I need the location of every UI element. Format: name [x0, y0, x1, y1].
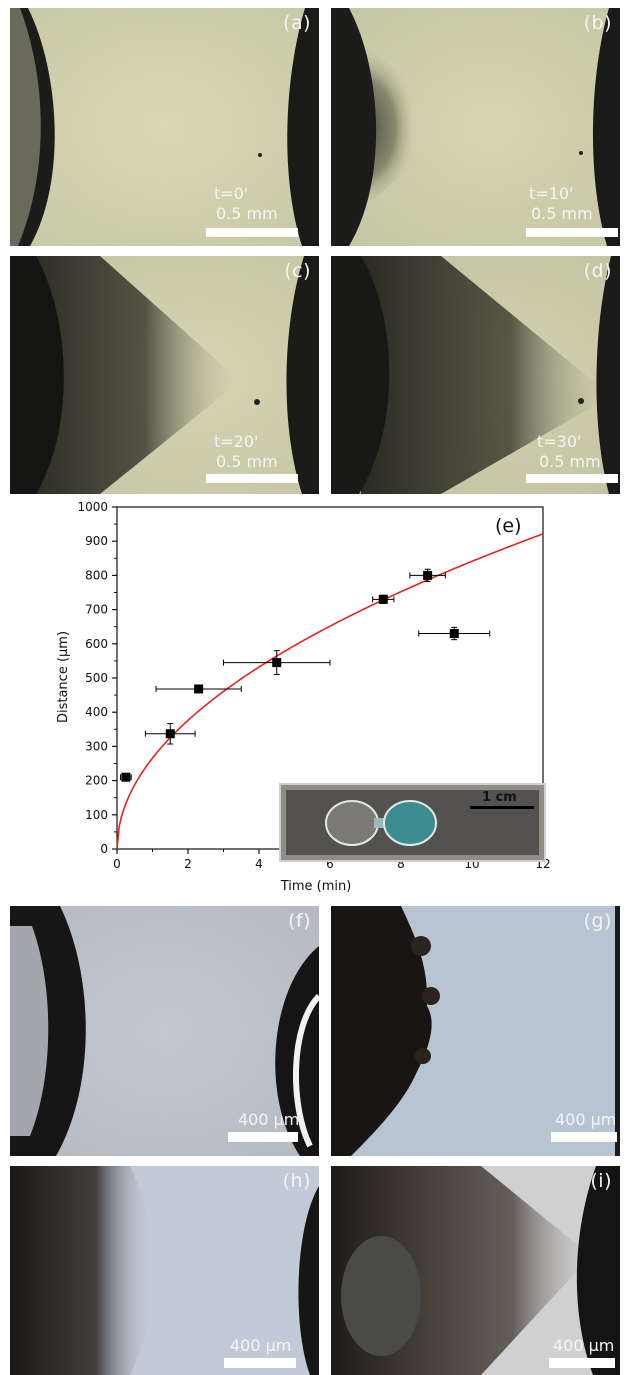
micrograph-f-image	[10, 906, 319, 1156]
y-axis-label: Distance (μm)	[56, 631, 71, 723]
micrograph-h-image	[10, 1166, 319, 1375]
x-tick-label: 4	[255, 857, 263, 871]
micrograph-panel-g: (g) 400 μm	[331, 906, 620, 1156]
scale-label-i: 400 μm	[553, 1336, 615, 1355]
micrograph-panel-i: (i) 400 μm	[331, 1166, 620, 1375]
y-tick-label: 300	[85, 739, 108, 753]
square-marker	[272, 658, 282, 668]
time-label-b: t=10'	[529, 184, 574, 203]
micrograph-panel-f: (f) 400 μm	[10, 906, 319, 1156]
micrograph-a-image	[10, 8, 319, 246]
scale-bar-c	[206, 474, 298, 483]
scale-bar-a	[206, 228, 298, 237]
micrograph-i-image	[331, 1166, 620, 1375]
scale-bar-b	[526, 228, 618, 237]
scale-label-a: 0.5 mm	[216, 204, 278, 223]
inset-scale-label: 1 cm	[482, 790, 517, 805]
inset-photo: 1 cm	[279, 783, 546, 862]
square-marker	[378, 594, 388, 604]
scale-label-d: 0.5 mm	[539, 452, 601, 471]
panel-label-i: (i)	[590, 1170, 612, 1192]
y-tick-label: 600	[85, 637, 108, 651]
square-marker	[423, 570, 433, 580]
x-tick-label: 2	[184, 857, 192, 871]
x-tick-label: 8	[397, 857, 405, 871]
data-points-layer	[120, 568, 491, 782]
y-tick-label: 800	[85, 568, 108, 582]
data-point	[155, 684, 242, 694]
panel-label-b: (b)	[583, 12, 612, 34]
data-point	[144, 722, 196, 745]
micrograph-panel-c: (c) t=20' 0.5 mm	[10, 256, 319, 494]
fit-curve-layer	[116, 533, 544, 850]
panel-label-a: (a)	[283, 12, 311, 34]
scale-bar-i	[549, 1358, 615, 1368]
micrograph-panel-b: (b) t=10' 0.5 mm	[331, 8, 620, 246]
data-point	[120, 772, 132, 782]
micrograph-g-image	[331, 906, 620, 1156]
data-point	[418, 626, 491, 641]
y-tick-label: 500	[85, 671, 108, 685]
micrograph-d-image	[331, 256, 620, 494]
time-label-a: t=0'	[214, 184, 249, 203]
data-point	[409, 568, 446, 583]
data-point	[223, 650, 331, 676]
distance-vs-time-chart: 0 2 4 6 8 10 120100200300400500600700800900100…	[56, 500, 551, 894]
panel-label-f: (f)	[287, 910, 311, 932]
panel-label-h: (h)	[282, 1170, 311, 1192]
square-marker	[165, 729, 175, 739]
panel-label-e: (e)	[495, 515, 522, 537]
time-label-d: t=30'	[537, 432, 582, 451]
scale-label-h: 400 μm	[230, 1336, 292, 1355]
scale-bar-f	[228, 1132, 298, 1142]
y-tick-label: 700	[85, 603, 108, 617]
fit-curve	[116, 533, 544, 850]
y-tick-label: 1000	[77, 500, 108, 514]
scale-bar-h	[224, 1358, 296, 1368]
panel-label-g: (g)	[583, 910, 612, 932]
x-tick-label: 6	[326, 857, 334, 871]
y-tick-label: 100	[85, 808, 108, 822]
micrograph-panel-a: (a) t=0' 0.5 mm	[10, 8, 319, 246]
scale-label-c: 0.5 mm	[216, 452, 278, 471]
micrograph-b-image	[331, 8, 620, 246]
y-tick-label: 200	[85, 774, 108, 788]
micrograph-c-image	[10, 256, 319, 494]
scale-label-g: 400 μm	[555, 1110, 617, 1129]
panel-label-d: (d)	[583, 260, 612, 282]
y-tick-label: 0	[100, 842, 108, 856]
panel-label-c: (c)	[284, 260, 311, 282]
scale-bar-d	[526, 474, 618, 483]
scale-label-b: 0.5 mm	[531, 204, 593, 223]
micrograph-panel-h: (h) 400 μm	[10, 1166, 319, 1375]
scale-bar-g	[551, 1132, 617, 1142]
y-tick-label: 900	[85, 534, 108, 548]
scale-label-f: 400 μm	[238, 1110, 300, 1129]
square-marker	[449, 629, 459, 639]
square-marker	[194, 684, 204, 694]
square-marker	[121, 772, 131, 782]
x-tick-label: 0	[113, 857, 121, 871]
inset-scale-bar	[470, 806, 534, 809]
y-tick-label: 400	[85, 705, 108, 719]
x-axis-label: Time (min)	[280, 879, 352, 894]
time-label-c: t=20'	[214, 432, 259, 451]
data-point	[372, 594, 395, 604]
micrograph-panel-d: (d) t=30' 0.5 mm	[331, 256, 620, 494]
